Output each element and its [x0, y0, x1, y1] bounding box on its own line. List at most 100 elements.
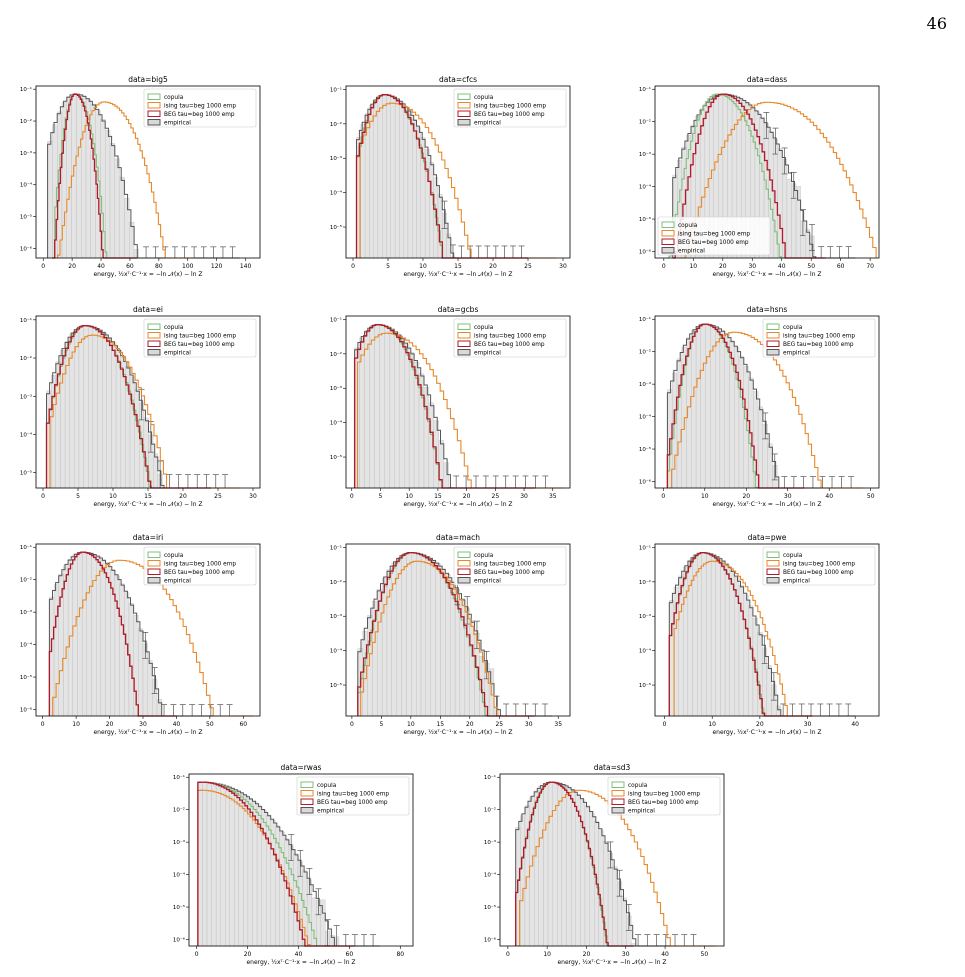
- empirical-bar: [229, 787, 235, 947]
- empirical-bar: [701, 552, 707, 717]
- ising-series: [52, 559, 254, 717]
- legend-box: [607, 776, 721, 816]
- x-tick-label: 70: [866, 263, 874, 270]
- beg-series: [357, 551, 535, 717]
- empirical-bar: [389, 328, 395, 489]
- empirical-bar: [134, 388, 140, 489]
- x-tick-label: 30: [249, 493, 257, 500]
- empirical-bar: [320, 899, 326, 947]
- empirical-bar: [425, 556, 431, 717]
- x-axis-label: energy, ½xᵀ·C⁻¹·x = −ln 𝒩(x) − ln Z: [403, 729, 512, 736]
- empirical-bar: [748, 605, 754, 717]
- empirical-bar: [202, 782, 208, 947]
- y-tick-label: 10⁻⁴: [20, 182, 33, 189]
- y-tick-label: 10⁻¹: [484, 774, 496, 781]
- panel-title: data=ei: [133, 305, 163, 314]
- empirical-bar: [697, 552, 702, 717]
- plot-frame: [654, 543, 880, 717]
- empirical-bar: [719, 330, 725, 489]
- x-tick-label: 0: [662, 263, 666, 270]
- panel-title: data=hsns: [747, 305, 788, 314]
- legend-label: copula: [783, 325, 803, 331]
- x-tick-label: 30: [748, 263, 756, 270]
- x-tick-label: 5: [386, 263, 390, 270]
- legend-swatch: [457, 332, 471, 339]
- empirical-bar: [97, 329, 103, 489]
- legend-swatch: [147, 551, 161, 558]
- x-tick-label: 40: [851, 721, 859, 728]
- empirical-bar: [83, 325, 89, 489]
- x-tick-label: 40: [173, 721, 181, 728]
- legend-label: BEG tau=beg 1000 emp: [474, 570, 545, 576]
- panel-title: data=cfcs: [439, 75, 477, 84]
- x-tick-label: 30: [520, 493, 528, 500]
- legend-swatch: [611, 781, 625, 788]
- empirical-bar: [443, 462, 449, 489]
- x-tick-label: 30: [139, 721, 147, 728]
- x-tick-label: 20: [106, 721, 114, 728]
- y-tick-label: 10⁻⁵: [330, 224, 342, 231]
- empirical-bar: [401, 554, 407, 717]
- legend-label: copula: [164, 325, 184, 331]
- x-tick-label: 0: [663, 721, 667, 728]
- y-tick-label: 10⁻¹: [639, 86, 651, 93]
- legend-swatch: [147, 93, 161, 100]
- y-tick-label: 10⁻³: [639, 613, 651, 620]
- legend-box: [453, 318, 567, 358]
- x-tick-label: 30: [622, 951, 630, 958]
- empirical-bar: [329, 935, 335, 947]
- x-tick-label: 20: [756, 721, 764, 728]
- legend-swatch: [147, 568, 161, 575]
- y-tick-label: 10⁻²: [639, 349, 651, 356]
- x-tick-label: 20: [463, 493, 471, 500]
- panel-hsns: data=hsns 0 10 20 30 40 50 10⁻⁶ 10⁻⁵ 10⁻⁴ 10⁻³ 10⁻²…: [639, 305, 880, 508]
- x-tick-label: 40: [295, 951, 303, 958]
- y-tick-label: 10⁻¹: [20, 544, 32, 551]
- empirical-bar: [805, 229, 810, 259]
- empirical-bar: [715, 556, 721, 717]
- x-tick-label: 120: [211, 263, 223, 270]
- legend-box: [143, 546, 257, 586]
- plot-frame: [654, 315, 880, 489]
- x-tick-label: 15: [144, 493, 152, 500]
- y-tick-label: 10⁻⁵: [639, 446, 651, 453]
- y-tick-label: 10⁻⁶: [639, 249, 652, 256]
- plot-frame: [188, 773, 414, 947]
- y-tick-label: 10⁻¹: [330, 86, 342, 93]
- y-tick-label: 10⁻⁵: [330, 454, 342, 461]
- legend-label: BEG tau=beg 1000 emp: [474, 342, 545, 348]
- x-tick-label: 0: [195, 951, 199, 958]
- empirical-bar: [279, 831, 285, 947]
- legend-swatch: [766, 332, 780, 339]
- x-tick-label: 10: [701, 493, 709, 500]
- x-tick-label: 20: [466, 721, 474, 728]
- legend-box: [143, 88, 257, 128]
- empirical-bar: [416, 127, 421, 259]
- empirical-bar: [114, 158, 120, 259]
- beg-series: [515, 781, 634, 947]
- legend-label: ising tau=beg 1000 emp: [474, 104, 546, 110]
- empirical-bar: [738, 355, 744, 489]
- panel-title: data=iri: [133, 533, 163, 542]
- empirical-bar: [766, 665, 772, 717]
- x-tick-label: 50: [807, 263, 815, 270]
- legend-swatch: [300, 798, 314, 805]
- x-tick-label: 20: [179, 493, 187, 500]
- empirical-bar: [67, 559, 73, 717]
- empirical-bar: [369, 326, 375, 489]
- x-tick-label: 10: [689, 263, 697, 270]
- empirical-bar: [133, 249, 140, 259]
- legend-swatch: [147, 560, 161, 567]
- y-tick-label: 10⁻²: [639, 119, 651, 126]
- plot-frame: [35, 543, 261, 717]
- empirical-bar: [156, 699, 162, 717]
- empirical-bar: [220, 784, 226, 947]
- y-tick-label: 10⁻⁴: [20, 642, 33, 649]
- empirical-bar: [710, 554, 716, 717]
- y-tick-label: 10⁻⁴: [639, 414, 652, 421]
- empirical-bar: [109, 143, 115, 259]
- empirical-bar: [786, 178, 792, 259]
- empirical-bar: [105, 563, 111, 717]
- x-tick-label: 50: [701, 951, 709, 958]
- empirical-bar: [543, 783, 549, 947]
